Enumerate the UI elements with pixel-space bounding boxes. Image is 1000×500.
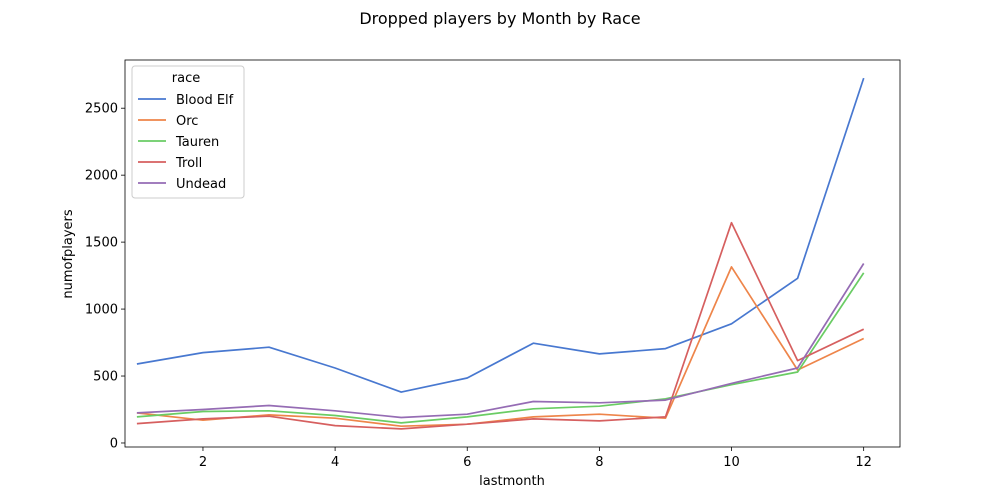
- chart-title: Dropped players by Month by Race: [359, 9, 640, 28]
- legend-item-label: Troll: [175, 156, 202, 171]
- series-line-orc: [136, 266, 865, 428]
- y-tick-label: 2000: [85, 169, 118, 184]
- series-lines: [136, 77, 865, 430]
- series-line-tauren: [136, 272, 865, 424]
- series-line-blood-elf: [136, 77, 865, 393]
- x-tick-label: 12: [855, 455, 872, 470]
- axes: 2 4 6 8 10 12 0 500 1000 1500 2000 2500: [85, 59, 901, 470]
- y-tick-label: 2500: [85, 102, 118, 117]
- x-axis-label: lastmonth: [479, 474, 545, 489]
- y-axis-label: numofplayers: [61, 209, 76, 299]
- series-line-troll: [136, 221, 865, 430]
- x-tick-label: 10: [723, 455, 740, 470]
- y-tick-label: 0: [110, 436, 118, 451]
- plot-frame: [124, 59, 901, 448]
- y-tick-label: 500: [93, 370, 118, 385]
- x-tick-label: 2: [199, 455, 207, 470]
- legend-title: race: [172, 71, 200, 86]
- legend: race Blood Elf Orc Tauren Troll Undead: [131, 65, 245, 199]
- y-tick-label: 1000: [85, 303, 118, 318]
- legend-item-label: Orc: [176, 114, 198, 129]
- x-tick-label: 4: [331, 455, 339, 470]
- x-tick-label: 6: [463, 455, 471, 470]
- x-tick-label: 8: [595, 455, 603, 470]
- legend-item-label: Tauren: [175, 135, 219, 150]
- legend-item-label: Undead: [176, 177, 226, 192]
- series-line-undead: [136, 263, 865, 419]
- y-tick-label: 1500: [85, 236, 118, 251]
- legend-item-label: Blood Elf: [176, 93, 234, 108]
